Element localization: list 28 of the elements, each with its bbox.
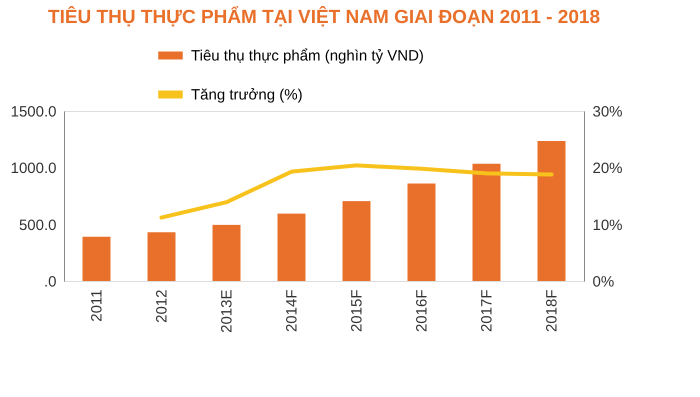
legend-label: Tăng trưởng (%) (191, 86, 303, 104)
y-tick-label: 500.0 (18, 216, 56, 234)
y-tick-label: .0 (44, 274, 56, 290)
y-tick-label: 1000.0 (10, 160, 56, 178)
line-series (160, 163, 554, 220)
x-tick-label: 2016F (414, 290, 430, 332)
y2-tick-label: 10% (592, 216, 623, 234)
bar (212, 224, 240, 281)
y2-tick-label: 20% (592, 160, 623, 178)
x-tick-label: 2017F (478, 290, 496, 332)
chart-title: TIÊU THỤ THỰC PHẨM TẠI VIỆT NAM GIAI ĐOẠN 2011 - 2018 (48, 5, 600, 28)
bar (148, 232, 176, 281)
x-tick-label: 2015F (348, 290, 366, 332)
legend-label: Tiêu thụ thực phẩm (nghìn tỷ VND) (191, 48, 424, 64)
x-tick-label: 2011 (88, 290, 106, 322)
bar (278, 214, 306, 281)
x-tick-label: 2014F (284, 290, 300, 332)
bar (472, 164, 500, 281)
y2-tick-label: 30% (592, 104, 623, 120)
x-tick-label: 2013E (218, 290, 236, 333)
bar (342, 201, 370, 281)
bar (408, 184, 436, 281)
y2-tick-label: 0% (592, 274, 614, 290)
x-tick-label: 2018F (544, 290, 560, 332)
y-tick-label: 1500.0 (10, 104, 56, 120)
bar (538, 141, 566, 281)
bar (82, 236, 110, 281)
x-tick-label: 2012 (154, 290, 170, 323)
